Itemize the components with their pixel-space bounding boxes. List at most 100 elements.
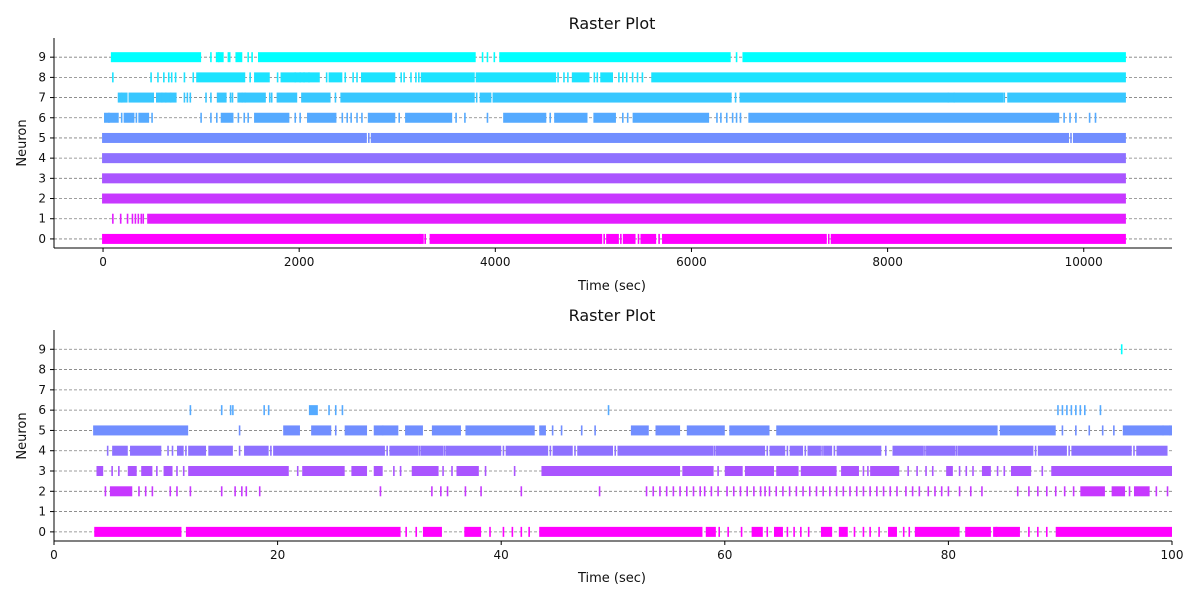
y-tick-label: 8 bbox=[38, 363, 46, 377]
spike-train-segment bbox=[577, 445, 613, 456]
spike-train-segment bbox=[475, 72, 557, 83]
y-tick-label: 6 bbox=[38, 111, 46, 125]
spike-train-segment bbox=[1072, 132, 1126, 143]
spike-train-segment bbox=[914, 526, 960, 537]
raster-row-neuron-5 bbox=[93, 425, 1172, 436]
spike-train-segment bbox=[110, 52, 202, 63]
spike-train-segment bbox=[539, 526, 703, 537]
spike-train-segment bbox=[464, 526, 482, 537]
spike-train-segment bbox=[682, 466, 714, 477]
y-tick-label: 3 bbox=[38, 464, 46, 478]
raster-row-neuron-2 bbox=[104, 486, 1169, 497]
panel-2-ylabel: Neuron bbox=[15, 412, 30, 459]
spike-train-segment bbox=[541, 466, 681, 477]
spike-train-segment bbox=[254, 72, 270, 83]
y-tick-label: 3 bbox=[38, 171, 46, 185]
x-tick-label: 20 bbox=[270, 548, 285, 562]
raster-panel-1: Raster Plot 0 2000 4000 6000 8000 10000 0 1 2 3 4… bbox=[15, 14, 1172, 294]
spike-train-segment bbox=[102, 173, 1126, 184]
panel-2-title: Raster Plot bbox=[569, 306, 656, 325]
x-tick-label: 10000 bbox=[1065, 255, 1103, 269]
spike-train-segment bbox=[307, 112, 337, 123]
raster-row-neuron-5 bbox=[102, 132, 1126, 143]
y-tick-label: 0 bbox=[38, 232, 46, 246]
spike-train-segment bbox=[888, 526, 897, 537]
spike-train-segment bbox=[302, 466, 345, 477]
spike-train-segment bbox=[420, 445, 444, 456]
spike-train-segment bbox=[505, 445, 549, 456]
raster-row-neuron-2 bbox=[102, 193, 1126, 204]
spike-train-segment bbox=[957, 445, 1034, 456]
x-tick-label: 0 bbox=[50, 548, 58, 562]
raster-row-neuron-6 bbox=[104, 112, 1097, 123]
x-tick-label: 100 bbox=[1161, 548, 1184, 562]
spike-train-segment bbox=[141, 466, 153, 477]
spike-train-segment bbox=[1055, 526, 1172, 537]
spike-train-segment bbox=[705, 526, 716, 537]
spike-train-segment bbox=[185, 526, 401, 537]
spike-train-segment bbox=[552, 445, 573, 456]
spike-train-segment bbox=[102, 233, 424, 244]
panel-2-yticks: 0 1 2 3 4 5 6 7 8 9 bbox=[38, 342, 54, 539]
y-tick-label: 9 bbox=[38, 50, 46, 64]
spike-train-segment bbox=[800, 466, 837, 477]
spike-train-segment bbox=[340, 92, 475, 103]
spike-train-segment bbox=[373, 425, 399, 436]
spike-train-segment bbox=[1080, 486, 1105, 497]
spike-train-segment bbox=[102, 193, 1126, 204]
raster-row-neuron-0 bbox=[102, 233, 1126, 244]
spike-train-segment bbox=[830, 233, 1126, 244]
spike-train-segment bbox=[208, 445, 233, 456]
spike-train-segment bbox=[163, 466, 173, 477]
raster-row-neuron-4 bbox=[106, 445, 1168, 456]
spike-train-segment bbox=[479, 92, 492, 103]
spike-train-segment bbox=[360, 72, 396, 83]
raster-row-neuron-1 bbox=[112, 213, 1126, 224]
spike-train-segment bbox=[283, 425, 300, 436]
spike-train-segment bbox=[622, 233, 636, 244]
spike-train-segment bbox=[769, 445, 786, 456]
spike-train-segment bbox=[838, 526, 848, 537]
spike-train-segment bbox=[1007, 92, 1126, 103]
spike-train-segment bbox=[739, 92, 1004, 103]
y-tick-label: 5 bbox=[38, 423, 46, 437]
spike-train-segment bbox=[102, 132, 367, 143]
raster-row-neuron-3 bbox=[102, 173, 1126, 184]
spike-train-segment bbox=[93, 425, 189, 436]
spike-train-segment bbox=[130, 445, 162, 456]
panel-1-yticks: 0 1 2 3 4 5 6 7 8 9 bbox=[38, 50, 54, 246]
spike-train-segment bbox=[773, 526, 783, 537]
spike-train-segment bbox=[227, 52, 231, 63]
spike-train-segment bbox=[254, 112, 290, 123]
spike-train-segment bbox=[823, 445, 833, 456]
spike-train-segment bbox=[420, 72, 475, 83]
spike-train-segment bbox=[503, 112, 547, 123]
spike-train-segment bbox=[729, 425, 770, 436]
x-tick-label: 40 bbox=[494, 548, 509, 562]
spike-train-segment bbox=[1071, 445, 1132, 456]
spike-train-segment bbox=[926, 445, 956, 456]
spike-train-segment bbox=[499, 52, 731, 63]
spike-train-segment bbox=[422, 526, 442, 537]
y-tick-label: 7 bbox=[38, 91, 46, 105]
spike-train-segment bbox=[836, 445, 882, 456]
spike-train-segment bbox=[965, 526, 991, 537]
spike-train-segment bbox=[273, 445, 385, 456]
spike-train-segment bbox=[188, 466, 289, 477]
spike-train-segment bbox=[456, 466, 479, 477]
spike-train-segment bbox=[1037, 445, 1067, 456]
panel-1-grid bbox=[54, 56, 1172, 240]
spike-train-segment bbox=[981, 466, 991, 477]
x-tick-label: 0 bbox=[99, 255, 107, 269]
spike-train-segment bbox=[196, 72, 246, 83]
spike-train-segment bbox=[276, 92, 298, 103]
spike-train-segment bbox=[892, 445, 924, 456]
spike-train-segment bbox=[405, 425, 423, 436]
spike-train-segment bbox=[351, 466, 368, 477]
spike-train-segment bbox=[593, 112, 616, 123]
x-tick-label: 8000 bbox=[872, 255, 903, 269]
spike-train-segment bbox=[870, 466, 900, 477]
panel-1-axes bbox=[53, 38, 1172, 249]
spike-train-segment bbox=[123, 112, 135, 123]
